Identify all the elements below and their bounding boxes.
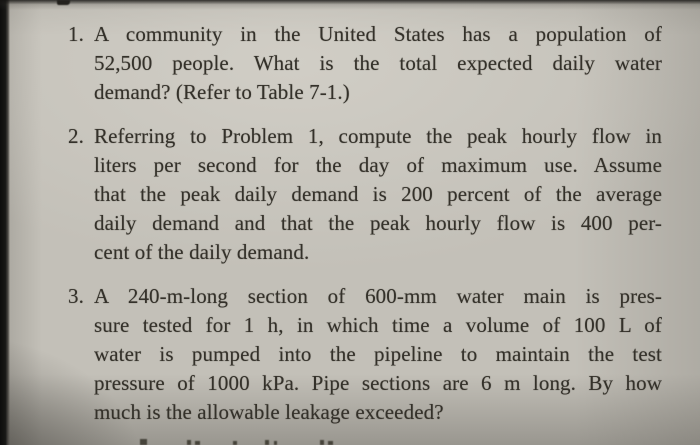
cut-off-letter-top <box>274 441 277 445</box>
cut-off-letter-top <box>328 441 333 445</box>
problem-text-line: A community in the United States has a p… <box>94 22 662 46</box>
page-left-edge-shadow <box>0 0 10 445</box>
problem-item: 2. Referring to Problem 1, compute the pe… <box>68 122 662 267</box>
problem-text-line: 52,500 people. What is the total expecte… <box>94 51 662 75</box>
cut-off-mark-top <box>57 0 70 5</box>
problem-text-line: Referring to Problem 1, compute the peak… <box>94 124 662 148</box>
problem-text-line: A 240-m-long section of 600-mm water mai… <box>94 284 662 308</box>
problem-text-line: liters per second for the day of maximum… <box>94 153 662 177</box>
problem-text-line: cent of the daily demand. <box>94 240 310 264</box>
problems-list: 1. A community in the United States has a… <box>68 20 662 427</box>
page-top-edge-shadow <box>0 0 700 10</box>
problem-text-line: pressure of 1000 kPa. Pipe sections are … <box>94 371 662 395</box>
cut-off-letter-top <box>187 440 191 445</box>
problem-text-line: demand? (Refer to Table 7-1.) <box>94 80 350 104</box>
cut-off-letter-top <box>233 441 237 445</box>
problem-text-line: sure tested for 1 h, in which time a vol… <box>94 313 662 337</box>
problem-text-line: daily demand and that the peak hourly fl… <box>94 211 662 235</box>
problem-text-line: water is pumped into the pipeline to mai… <box>94 342 662 366</box>
problem-number: 1. <box>68 22 84 46</box>
problem-item: 1. A community in the United States has a… <box>68 20 662 107</box>
problem-number: 2. <box>68 124 84 148</box>
cut-off-letter-top <box>140 439 147 445</box>
problem-text-line: much is the allowable leakage exceeded? <box>94 400 444 424</box>
cut-off-next-line <box>0 437 700 445</box>
problem-number: 3. <box>68 284 84 308</box>
cut-off-letter-top <box>195 441 200 445</box>
problem-item: 3. A 240-m-long section of 600-mm water m… <box>68 282 662 427</box>
cut-off-letter-top <box>265 440 269 445</box>
problem-text-line: that the peak daily demand is 200 percen… <box>94 182 662 206</box>
cut-off-letter-top <box>320 440 324 445</box>
